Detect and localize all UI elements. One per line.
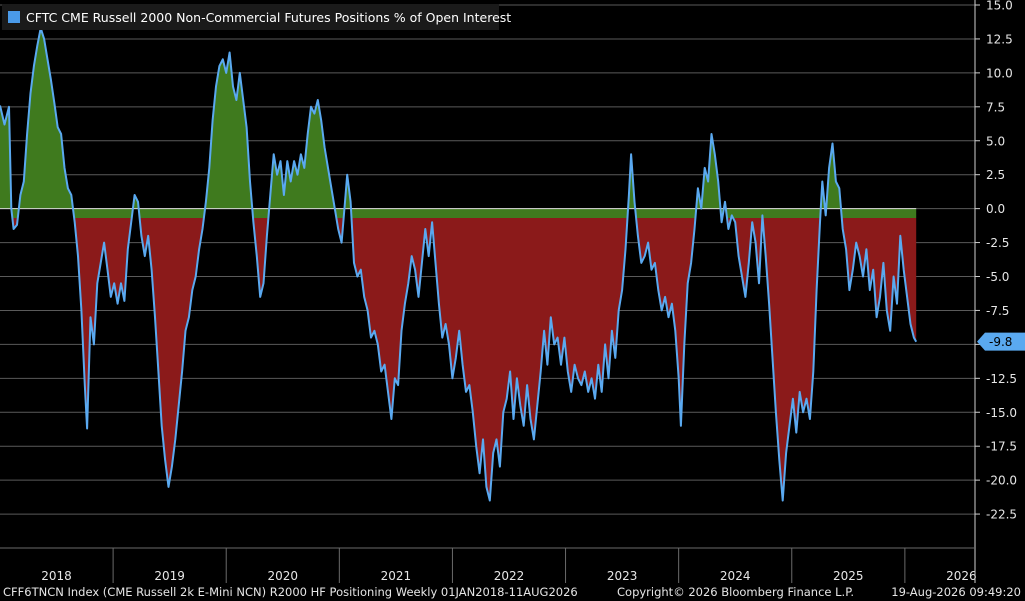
x-tick-label: 2026 (946, 569, 977, 583)
y-tick-label: 12.5 (986, 32, 1013, 46)
axes: 15.012.510.07.55.02.50.0-2.5-5.0-7.5-10.… (0, 0, 1025, 583)
source-label: CFF6TNCN Index (CME Russell 2k E-Mini NC… (3, 585, 578, 599)
x-tick-label: 2023 (607, 569, 638, 583)
positioning-chart: 15.012.510.07.55.02.50.0-2.5-5.0-7.5-10.… (0, 0, 1025, 583)
last-value-badge (977, 332, 1025, 351)
legend-label: CFTC CME Russell 2000 Non-Commercial Fut… (26, 10, 511, 25)
y-tick-label: -12.5 (986, 372, 1017, 386)
footer: CFF6TNCN Index (CME Russell 2k E-Mini NC… (0, 583, 1025, 601)
y-tick-label: 7.5 (986, 100, 1005, 114)
x-tick-label: 2018 (41, 569, 72, 583)
x-tick-label: 2025 (833, 569, 864, 583)
y-tick-label: 5.0 (986, 134, 1005, 148)
y-tick-label: -22.5 (986, 508, 1017, 522)
y-tick-label: -17.5 (986, 440, 1017, 454)
x-tick-label: 2020 (267, 569, 298, 583)
positive-area (0, 28, 917, 218)
x-tick-label: 2024 (720, 569, 751, 583)
copyright-label: Copyright© 2026 Bloomberg Finance L.P. (617, 585, 854, 599)
area-fills (0, 28, 917, 501)
y-tick-label: -5.0 (986, 270, 1009, 284)
y-tick-label: 10.0 (986, 66, 1013, 80)
series-line (0, 27, 918, 502)
y-tick-label: -15.0 (986, 406, 1017, 420)
series-line-path (0, 27, 918, 502)
y-tick-label: 2.5 (986, 168, 1005, 182)
legend-swatch (8, 11, 20, 23)
last-value-label: -9.8 (989, 335, 1012, 349)
y-tick-label: -20.0 (986, 474, 1017, 488)
legend: CFTC CME Russell 2000 Non-Commercial Fut… (2, 4, 511, 30)
x-tick-label: 2021 (381, 569, 412, 583)
y-tick-label: -2.5 (986, 236, 1009, 250)
y-tick-label: 0.0 (986, 202, 1005, 216)
y-tick-label: -7.5 (986, 304, 1009, 318)
x-tick-label: 2019 (154, 569, 185, 583)
x-tick-label: 2022 (494, 569, 525, 583)
timestamp-label: 19-Aug-2026 09:49:20 (891, 585, 1021, 599)
negative-area (12, 218, 917, 501)
y-tick-label: 15.0 (986, 0, 1013, 13)
